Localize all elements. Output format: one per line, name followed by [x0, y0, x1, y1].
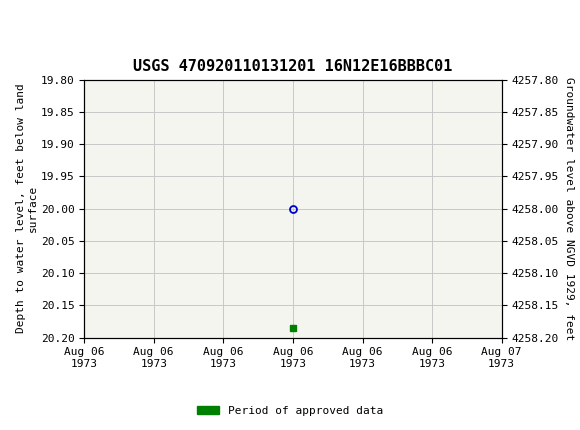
Legend: Period of approved data: Period of approved data [193, 401, 387, 420]
Text: USGS: USGS [60, 11, 120, 30]
Title: USGS 470920110131201 16N12E16BBBC01: USGS 470920110131201 16N12E16BBBC01 [133, 59, 452, 74]
Y-axis label: Depth to water level, feet below land
surface: Depth to water level, feet below land su… [16, 84, 38, 333]
Y-axis label: Groundwater level above NGVD 1929, feet: Groundwater level above NGVD 1929, feet [564, 77, 574, 340]
